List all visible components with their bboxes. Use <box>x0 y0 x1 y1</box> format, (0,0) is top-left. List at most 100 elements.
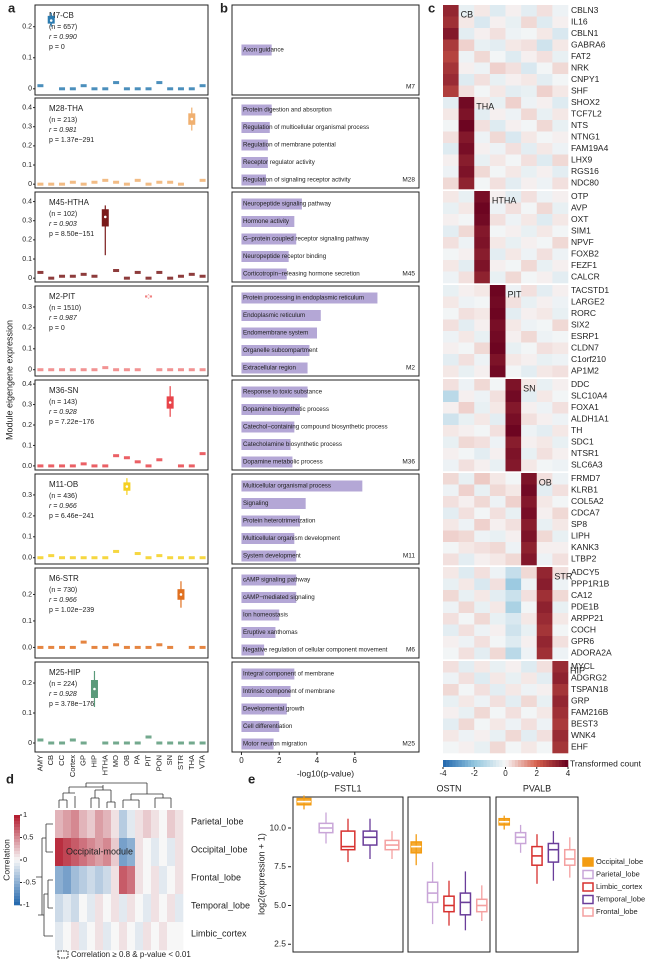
box <box>59 741 66 745</box>
heat-cell <box>521 5 538 17</box>
box <box>145 735 152 739</box>
colorbar-cell <box>511 760 516 767</box>
box <box>113 549 120 553</box>
heat-cell <box>536 402 553 414</box>
heat-cell <box>505 308 522 320</box>
panel-title: M11-OB <box>49 480 78 489</box>
heat-cell <box>505 120 522 132</box>
heat-cell <box>63 894 72 923</box>
colorbar-cell <box>480 760 484 767</box>
heat-cell <box>505 647 522 660</box>
heat-cell <box>505 154 522 167</box>
heat-cell <box>489 237 506 249</box>
heat-cell <box>505 730 522 742</box>
heat-cell <box>474 624 491 637</box>
y-tick-label: 2.5 <box>274 939 286 949</box>
heat-cell <box>167 838 176 867</box>
heat-cell <box>505 271 522 284</box>
box <box>167 556 174 560</box>
colorbar-cell <box>14 836 20 840</box>
gene-label: WNK4 <box>571 730 596 740</box>
heat-cell <box>521 202 538 215</box>
heat-cell <box>552 695 569 708</box>
bar <box>241 174 266 186</box>
heat-cell <box>536 191 553 203</box>
heat-cell <box>521 16 538 29</box>
heat-cell <box>458 661 475 673</box>
term-label: Regulation of membrane potential <box>243 142 336 149</box>
box <box>177 182 184 186</box>
panel-label: d <box>6 771 14 786</box>
legend-swatch <box>582 857 594 867</box>
panel-frame <box>231 97 420 189</box>
bar <box>241 157 268 168</box>
bar <box>241 668 295 680</box>
heat-cell <box>458 436 475 449</box>
heat-cell <box>489 647 506 660</box>
heat-cell <box>552 5 569 17</box>
heat-cell <box>443 28 459 40</box>
heat-cell <box>489 365 506 378</box>
heat-cell <box>489 390 506 403</box>
box <box>69 556 76 560</box>
heat-cell <box>489 271 506 284</box>
heat-cell <box>536 319 553 332</box>
heat-cell <box>87 810 96 839</box>
heat-cell <box>111 894 120 923</box>
module-label: HTHA <box>492 195 517 205</box>
panel-frame <box>231 191 420 283</box>
heat-cell <box>135 866 144 895</box>
heat-cell <box>521 85 538 98</box>
gene-label: ADCY5 <box>571 567 600 577</box>
heat-cell <box>552 613 569 625</box>
bar <box>241 404 300 415</box>
heat-cell <box>552 590 569 602</box>
heat-cell <box>474 684 491 696</box>
heat-cell <box>489 601 506 614</box>
heat-cell <box>536 601 553 614</box>
heat-cell <box>521 507 538 520</box>
heat-cell <box>489 120 506 132</box>
box <box>91 645 98 649</box>
heat-cell <box>458 741 475 754</box>
bar <box>241 139 268 151</box>
heat-cell <box>489 28 506 40</box>
heat-cell <box>443 473 459 485</box>
heat-cell <box>79 922 88 951</box>
heat-cell <box>552 661 569 673</box>
x-tick-label: SN <box>165 755 174 765</box>
heat-cell <box>135 922 144 951</box>
heat-cell <box>489 530 506 543</box>
gene-label: FOXA1 <box>571 402 599 412</box>
heat-cell <box>536 661 553 673</box>
heat-cell <box>489 131 506 144</box>
box <box>59 274 66 278</box>
heat-cell <box>505 319 522 332</box>
colorbar-cell <box>483 760 488 767</box>
heat-cell <box>458 390 475 403</box>
heat-cell <box>505 354 522 366</box>
box <box>199 741 206 745</box>
heat-cell <box>458 285 475 297</box>
heat-cell <box>443 5 459 17</box>
heat-cell <box>552 436 569 449</box>
box <box>156 554 163 558</box>
term-label: Regulation of multicellular organismal p… <box>243 124 369 131</box>
heat-cell <box>458 5 475 17</box>
panel-frame <box>231 285 420 377</box>
legend-label: Frontal_lobe <box>596 907 638 916</box>
y-tick-label: 0.3 <box>22 401 32 408</box>
heat-cell <box>443 707 459 719</box>
box <box>340 830 356 851</box>
heat-cell <box>505 214 522 226</box>
colorbar-tick-label: -1 <box>23 900 30 909</box>
colorbar-cell <box>14 881 20 885</box>
y-tick-label: 0.1 <box>22 442 32 449</box>
box <box>91 556 98 560</box>
heat-cell <box>536 730 553 742</box>
heat-cell <box>489 108 506 121</box>
heat-cell <box>505 567 522 579</box>
heat-cell <box>167 894 176 923</box>
heat-cell <box>458 496 475 508</box>
